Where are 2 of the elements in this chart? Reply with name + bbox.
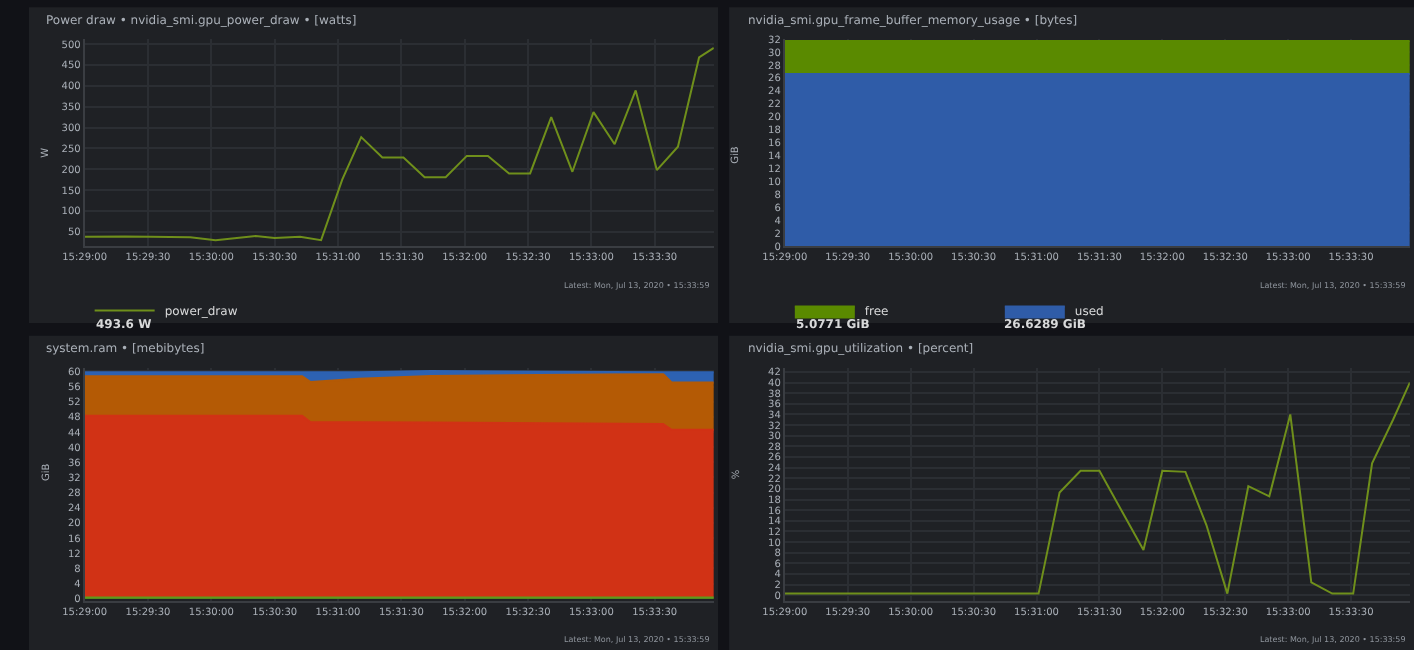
line-series [784,381,1410,595]
line-series [84,46,714,242]
